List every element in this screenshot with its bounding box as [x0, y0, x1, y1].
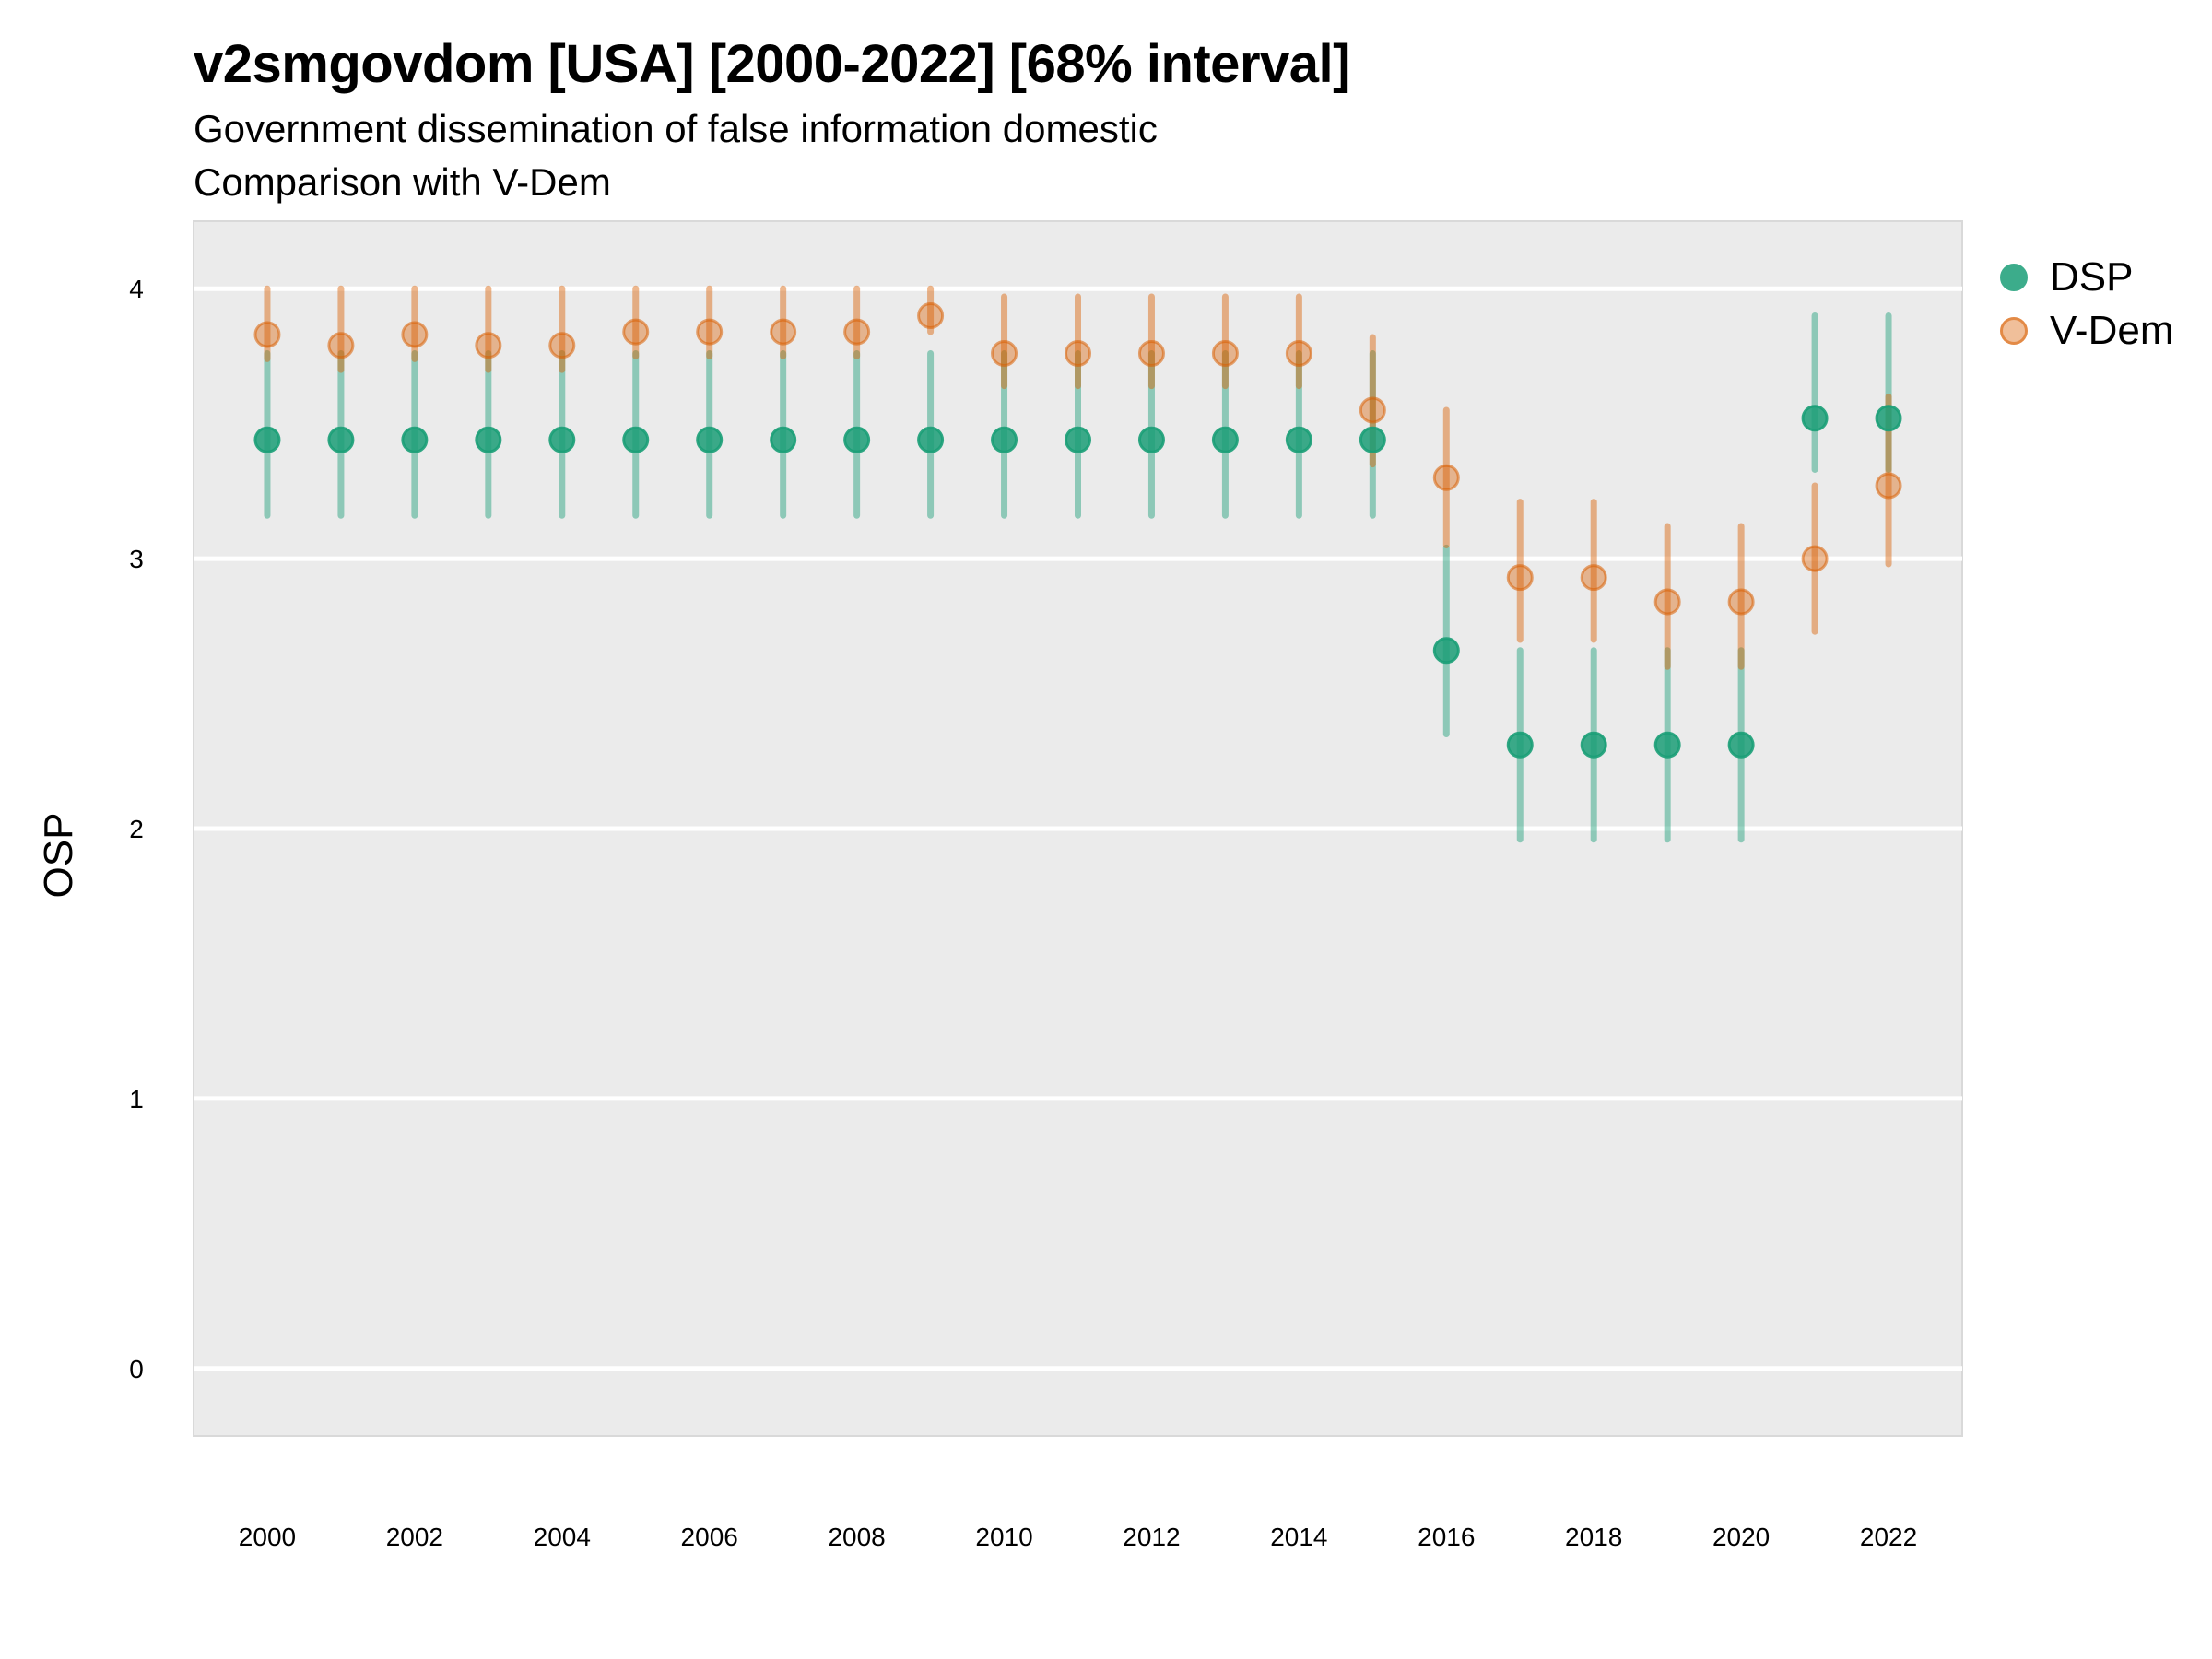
data-point — [843, 426, 871, 453]
x-tick-label: 2012 — [1123, 1523, 1180, 1551]
data-point — [770, 426, 797, 453]
data-point — [1653, 588, 1681, 616]
data-point — [401, 321, 429, 348]
data-point — [548, 332, 576, 359]
data-marks — [253, 285, 1902, 843]
data-point — [770, 318, 797, 346]
data-point — [991, 340, 1018, 368]
data-point — [1727, 731, 1755, 759]
data-point — [548, 426, 576, 453]
y-tick-label: 3 — [129, 545, 144, 573]
data-point — [1432, 637, 1460, 665]
points-v-dem — [253, 302, 1902, 616]
legend-label-dsp: DSP — [2050, 254, 2134, 300]
chart-subtitle-comparison: Comparison with V-Dem — [194, 160, 611, 204]
data-point — [696, 426, 724, 453]
data-point — [475, 426, 502, 453]
data-point — [327, 332, 355, 359]
chart-title: v2smgovdom [USA] [2000-2022] [68% interv… — [194, 34, 1350, 94]
y-tick-label: 1 — [129, 1085, 144, 1113]
data-point — [843, 318, 871, 346]
data-point — [917, 426, 945, 453]
data-point — [622, 318, 650, 346]
data-point — [1506, 731, 1534, 759]
data-point — [1137, 426, 1165, 453]
data-point — [917, 302, 945, 330]
y-tick-label: 4 — [129, 275, 144, 303]
x-tick-label: 2004 — [534, 1523, 591, 1551]
legend-item-dsp: DSP — [2000, 251, 2173, 304]
data-point — [1653, 731, 1681, 759]
legend-item-vdem: V-Dem — [2000, 304, 2173, 358]
data-point — [1211, 340, 1239, 368]
data-point — [1580, 564, 1607, 592]
data-point — [1359, 426, 1386, 453]
data-point — [1065, 340, 1091, 368]
x-tick-label: 2000 — [239, 1523, 296, 1551]
x-tick-label: 2014 — [1270, 1523, 1327, 1551]
data-point — [622, 426, 650, 453]
series-v-dem — [264, 285, 1892, 670]
data-point — [401, 426, 429, 453]
data-point — [696, 318, 724, 346]
data-point — [1875, 472, 1902, 500]
data-point — [1727, 588, 1755, 616]
y-axis-label: OSP — [36, 813, 81, 899]
gridlines — [194, 286, 1962, 1371]
data-point — [1580, 731, 1607, 759]
x-tick-label: 2008 — [828, 1523, 885, 1551]
legend-swatch-vdem-icon — [2000, 317, 2028, 345]
y-tick-label: 0 — [129, 1355, 144, 1383]
chart-subtitle: Government dissemination of false inform… — [194, 107, 1158, 150]
data-point — [1211, 426, 1239, 453]
x-tick-label: 2006 — [681, 1523, 738, 1551]
data-point — [1359, 396, 1386, 424]
data-point — [1137, 340, 1165, 368]
data-point — [1506, 564, 1534, 592]
x-tick-label: 2020 — [1712, 1523, 1770, 1551]
x-tick-label: 2022 — [1860, 1523, 1917, 1551]
x-tick-label: 2002 — [386, 1523, 443, 1551]
legend-swatch-dsp-icon — [2000, 264, 2028, 291]
data-point — [1285, 426, 1312, 453]
data-point — [253, 321, 281, 348]
x-tick-label: 2010 — [975, 1523, 1032, 1551]
points-dsp — [253, 405, 1902, 759]
data-point — [1875, 405, 1902, 432]
data-point — [991, 426, 1018, 453]
legend: DSP V-Dem — [2000, 251, 2173, 358]
data-point — [1432, 464, 1460, 491]
x-tick-label: 2016 — [1418, 1523, 1475, 1551]
data-point — [1065, 426, 1091, 453]
data-point — [1285, 340, 1312, 368]
data-point — [1801, 405, 1829, 432]
x-tick-label: 2018 — [1565, 1523, 1622, 1551]
legend-label-vdem: V-Dem — [2050, 308, 2174, 353]
y-tick-label: 2 — [129, 815, 144, 843]
x-axis-ticks: 2000 2002 2004 2006 2008 2010 2012 2014 2016 2018… — [239, 1523, 1917, 1551]
data-point — [327, 426, 355, 453]
y-axis-ticks: 0 1 2 3 4 — [129, 275, 144, 1383]
data-point — [253, 426, 281, 453]
data-point — [475, 332, 502, 359]
data-point — [1801, 545, 1829, 572]
